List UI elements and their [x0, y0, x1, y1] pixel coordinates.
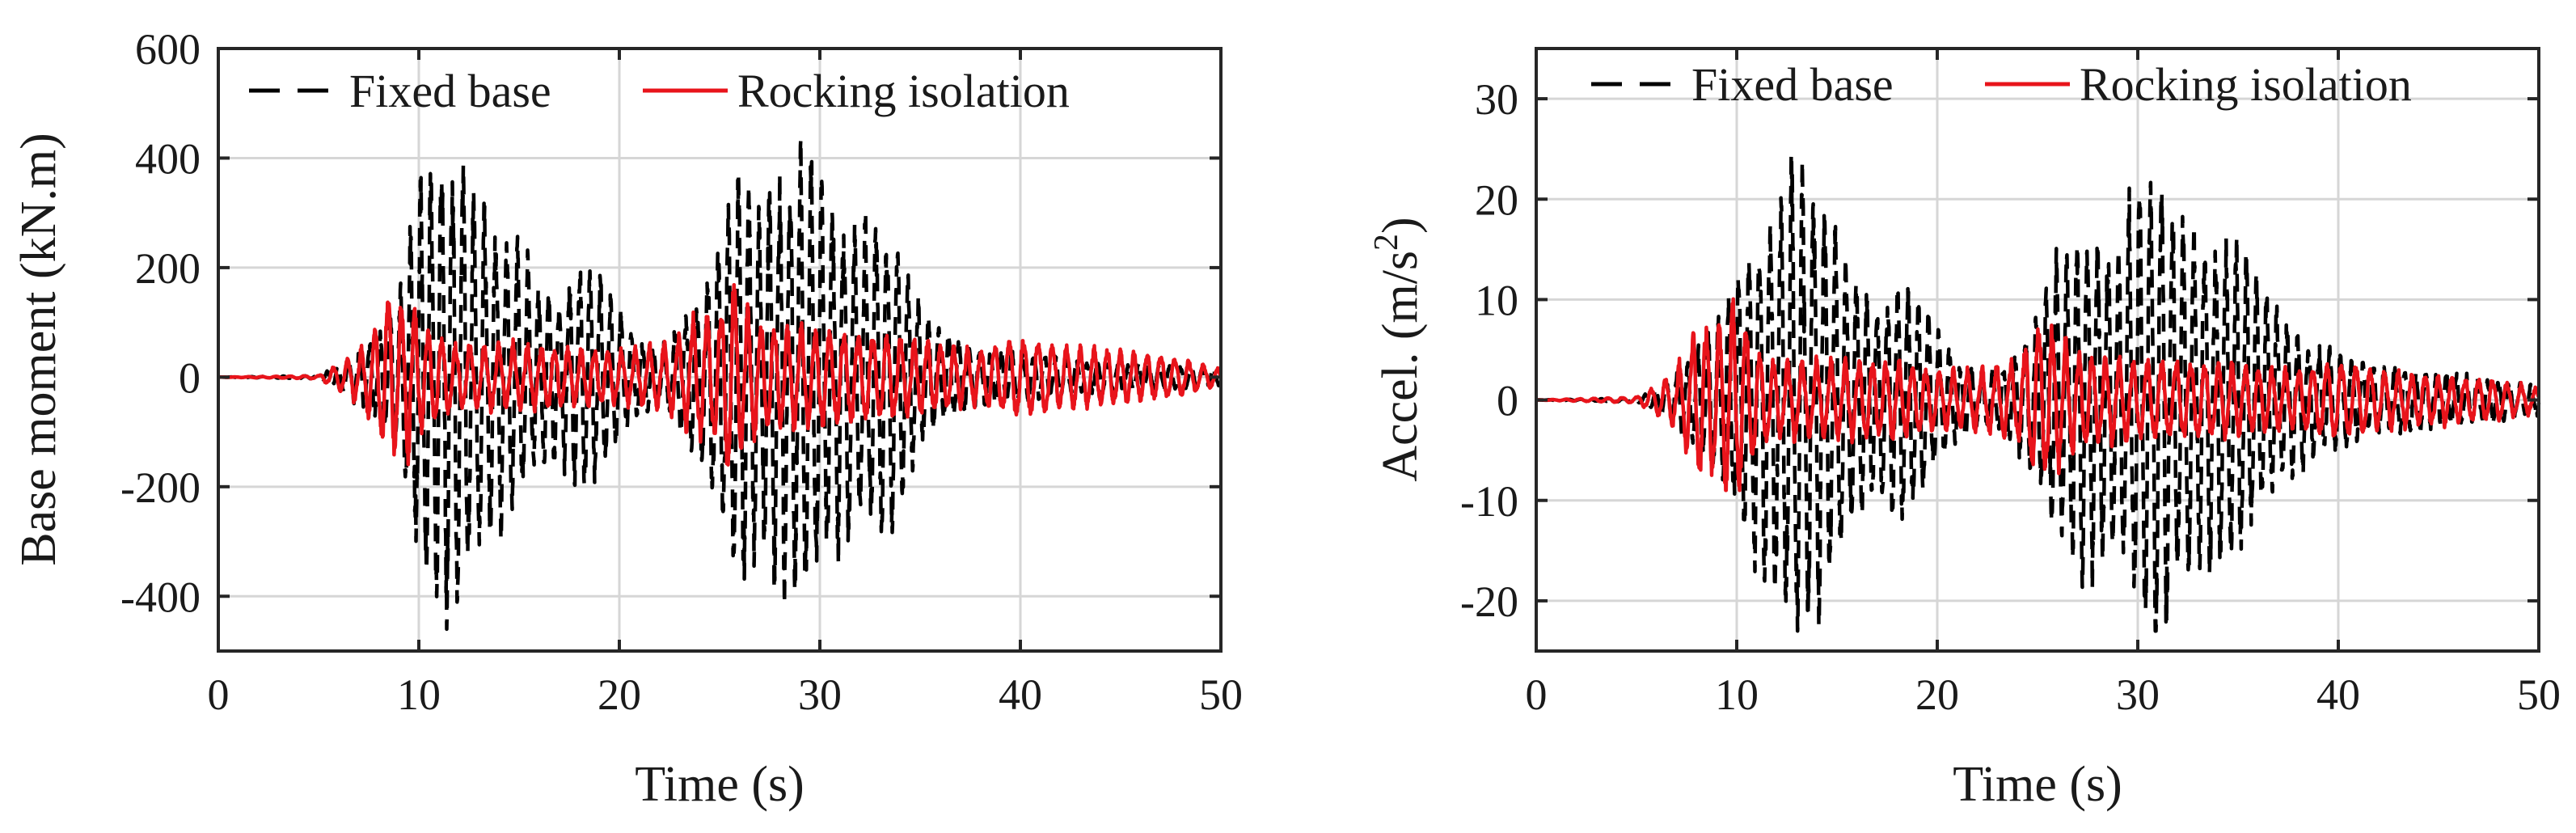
- x-tick-label: 20: [598, 670, 641, 719]
- x-tick-label: 10: [1715, 670, 1759, 719]
- y-axis-label: Accel. (m/s2): [1368, 217, 1428, 481]
- x-tick-label: 50: [2517, 670, 2561, 719]
- x-tick-label: 30: [798, 670, 842, 719]
- x-tick-label: 30: [2116, 670, 2160, 719]
- rocking-isolation-series-line: [1535, 297, 2541, 493]
- tick-marks: [217, 47, 1223, 651]
- legend-fixed-base-label: Fixed base: [349, 65, 551, 117]
- tick-marks: [1535, 49, 2540, 651]
- rocking-isolation-series-line: [217, 282, 1223, 467]
- acceleration-chart: 0 10 20 30 40 50 -20 -10 0 10 20 30 Time (s) Accel…: [1368, 47, 2561, 812]
- y-axis-label-superscript: 2: [1368, 234, 1405, 251]
- x-tick-label: 0: [1526, 670, 1548, 719]
- y-tick-label: 10: [1475, 276, 1518, 324]
- y-tick-labels: -400 -200 0 200 400 600: [120, 25, 201, 621]
- y-tick-label: -400: [120, 573, 201, 621]
- legend-fixed-base-label: Fixed base: [1691, 58, 1894, 111]
- x-tick-label: 10: [397, 670, 441, 719]
- fixed-base-series-line: [1535, 151, 2541, 633]
- y-tick-label: 20: [1475, 175, 1518, 224]
- legend: Fixed base Rocking isolation: [1591, 58, 2412, 111]
- x-axis-label: Time (s): [635, 757, 804, 812]
- x-tick-label: 40: [999, 670, 1042, 719]
- legend: Fixed base Rocking isolation: [249, 65, 1070, 117]
- x-axis-label: Time (s): [1953, 757, 2122, 812]
- data-series: [1535, 151, 2541, 633]
- x-tick-labels: 0 10 20 30 40 50: [1526, 670, 2561, 719]
- legend-rocking-isolation-label: Rocking isolation: [737, 65, 1070, 117]
- y-tick-labels: -20 -10 0 10 20 30: [1460, 75, 1518, 626]
- y-tick-label: 600: [135, 25, 201, 74]
- y-tick-label: -10: [1460, 477, 1518, 526]
- y-tick-label: 200: [135, 244, 201, 293]
- legend-rocking-isolation-label: Rocking isolation: [2080, 58, 2412, 111]
- x-tick-labels: 0 10 20 30 40 50: [208, 670, 1244, 719]
- x-tick-label: 20: [1915, 670, 1959, 719]
- plot-frame: [217, 47, 1223, 653]
- y-axis-label-main: Accel. (m/s: [1373, 251, 1428, 482]
- x-tick-label: 50: [1199, 670, 1243, 719]
- x-tick-label: 0: [208, 670, 230, 719]
- y-tick-label: 30: [1475, 75, 1518, 124]
- y-axis-label-end: ): [1373, 217, 1428, 234]
- y-tick-label: -20: [1460, 577, 1518, 626]
- data-series: [217, 137, 1223, 632]
- y-tick-label: 0: [1497, 377, 1518, 425]
- y-tick-label: 400: [135, 134, 201, 183]
- y-axis-label: Base moment (kN.m): [11, 133, 66, 566]
- x-tick-label: 40: [2316, 670, 2360, 719]
- plot-frame: [1535, 47, 2540, 653]
- y-tick-label: 0: [179, 353, 201, 402]
- y-tick-label: -200: [120, 463, 201, 512]
